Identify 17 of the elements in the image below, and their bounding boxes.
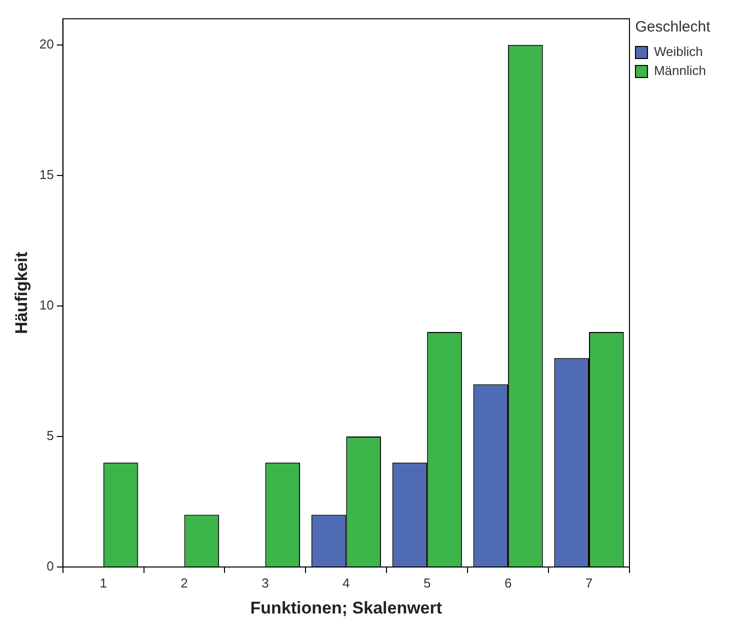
x-tick-label: 4 [342,575,350,590]
x-tick-label: 7 [585,575,593,590]
y-tick-label: 20 [39,36,54,52]
y-tick-label: 10 [39,298,54,313]
y-tick-label: 0 [46,558,54,574]
x-tick-label: 2 [180,575,188,590]
x-axis-title: Funktionen; Skalenwert [250,598,442,618]
x-tick-label: 3 [262,575,269,590]
y-axis-title: Häufigkeit [12,251,31,334]
y-tick-label: 5 [46,428,54,444]
legend-title: Geschlecht [635,18,712,36]
x-tick-label: 5 [423,575,431,590]
legend-label: Männlich [654,63,706,78]
x-tick-label: 1 [100,575,107,590]
x-tick-label: 6 [504,575,512,590]
y-tick-label: 15 [39,167,54,182]
legend-label: Weiblich [654,44,703,60]
